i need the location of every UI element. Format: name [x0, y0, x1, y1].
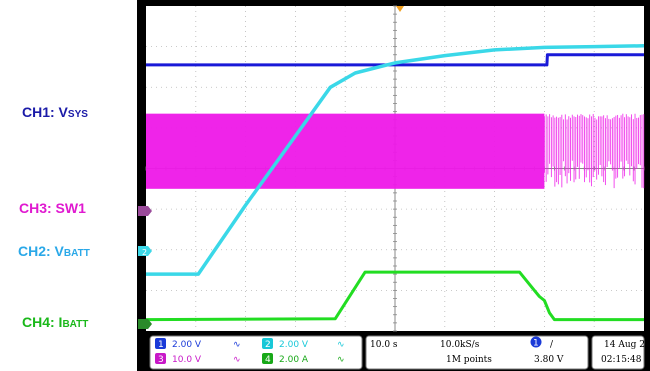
timebase[interactable]: 10.0 s	[370, 340, 398, 350]
ch2-vbatt-trace	[146, 44, 645, 276]
ch3-number: 3	[158, 355, 164, 365]
capture-date: 14 Aug 2	[604, 340, 645, 350]
ch4-ibatt-trace	[145, 270, 644, 322]
traces	[145, 44, 645, 322]
ch3-number-badge[interactable]	[155, 353, 166, 364]
ch3-bandwidth-icon: ∿	[233, 355, 241, 365]
ch2-ref-marker: 2	[138, 246, 152, 257]
ch3-sw1-label: CH3: SW1	[19, 200, 86, 216]
ch4-label-subscript: BATT	[62, 319, 89, 330]
ch1-vsys-trace	[146, 53, 644, 67]
trigger-level[interactable]: 3.80 V	[534, 355, 564, 365]
sample-rate: 10.0kS/s	[440, 340, 480, 350]
trigger-slope-icon: /	[550, 340, 554, 350]
ch1-number-badge[interactable]	[155, 338, 166, 349]
ch3-sw1-trace-dense	[146, 113, 545, 189]
ch4-label-prefix: CH4: I	[22, 314, 63, 330]
status-bar: 1 2.00 V ∿ 2 2.00 V ∿ 3 10.0 V ∿ 4 2.00 …	[146, 334, 645, 371]
ch1-number: 1	[158, 340, 164, 350]
datetime-box	[591, 335, 645, 370]
trigger-position-marker	[396, 6, 404, 12]
ch4-scale[interactable]: 2.00 A	[279, 355, 309, 365]
ch4-bandwidth-icon: ∿	[337, 355, 345, 365]
ch2-number-badge[interactable]	[262, 338, 273, 349]
ch2-label-prefix: CH2: V	[18, 243, 64, 259]
ch2-scale[interactable]: 2.00 V	[279, 340, 309, 350]
ch3-scale[interactable]: 10.0 V	[172, 355, 202, 365]
ch1-label-subscript: SYS	[67, 109, 88, 120]
ch2-bandwidth-icon: ∿	[337, 340, 345, 350]
ch1-scale[interactable]: 2.00 V	[172, 340, 202, 350]
capture-time: 02:15:48	[601, 355, 642, 365]
ch3-ref-marker	[138, 206, 152, 216]
ch4-ref-marker	[138, 319, 152, 329]
record-length: 1M points	[446, 355, 492, 365]
ch2-number: 2	[265, 340, 271, 350]
trigger-source-badge[interactable]	[530, 336, 542, 348]
ch2-vbatt-label: CH2: VBATT	[18, 243, 90, 259]
trigger-source: 1	[533, 339, 539, 349]
ch2-label-subscript: BATT	[63, 248, 90, 259]
ch1-vsys-label: CH1: VSYS	[22, 104, 88, 120]
ch1-label-prefix: CH1: V	[22, 104, 68, 120]
ch4-ibatt-label: CH4: IBATT	[22, 314, 88, 330]
ch1-bandwidth-icon: ∿	[233, 340, 241, 350]
ch3-label-prefix: CH3: SW1	[19, 200, 86, 216]
ch2-ref-marker-label: 2	[142, 248, 147, 257]
ch4-number: 4	[265, 355, 271, 365]
channel-scale-box	[149, 335, 363, 370]
ch4-number-badge[interactable]	[262, 353, 273, 364]
